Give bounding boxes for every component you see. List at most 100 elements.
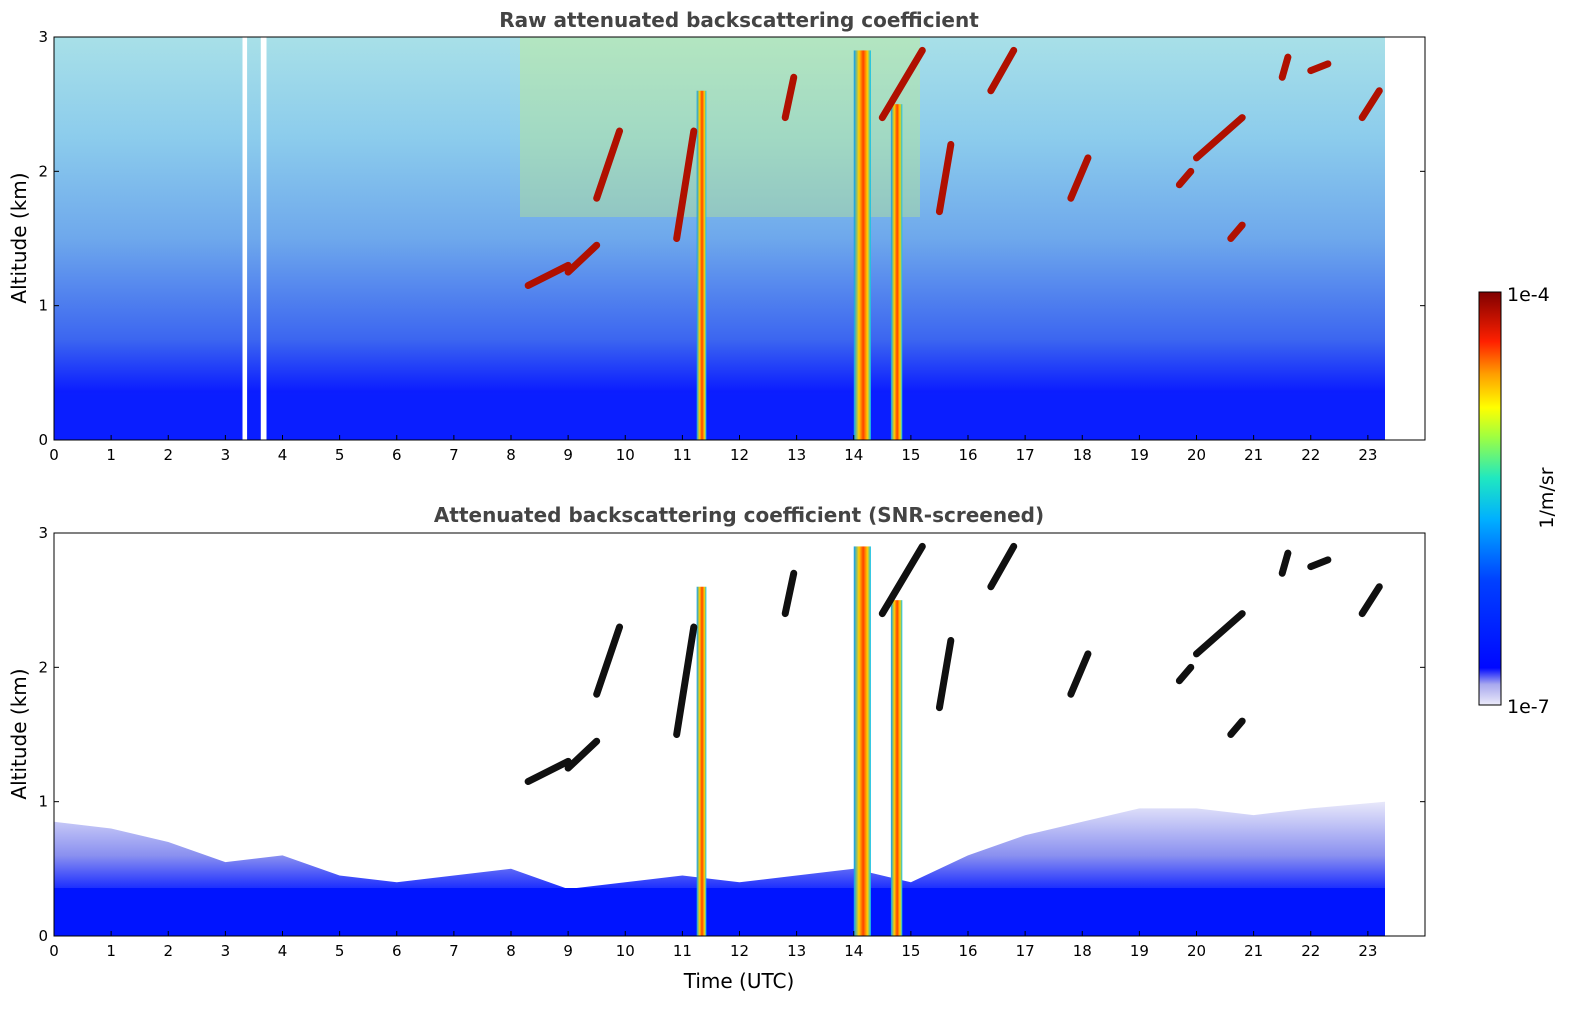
cloud-streak [673, 623, 698, 738]
cloud-streak [987, 46, 1018, 95]
cloud-streak [987, 542, 1018, 591]
x-tick-label: 0 [49, 446, 59, 464]
y-tick-label: 0 [38, 927, 48, 945]
panel-raw: 0 1 2 3 4 5 6 7 8 9 10 11 12 13 14 15 16 17 18 19 20 21 22 2301… [38, 28, 1426, 464]
cloud-streak [1227, 221, 1246, 242]
x-tick-label: 10 [616, 446, 635, 464]
x-tick-label: 12 [730, 942, 749, 960]
cloud-streak [593, 127, 624, 202]
x-tick-label: 21 [1244, 446, 1263, 464]
cloud-column [853, 546, 871, 936]
x-tick-label: 18 [1073, 942, 1092, 960]
x-tick-label: 9 [563, 942, 573, 960]
cloud-streak [673, 127, 698, 242]
colorbar-unit-label: 1/m/sr [1536, 467, 1558, 528]
cloud-streak [1193, 114, 1246, 162]
x-tick-label: 23 [1358, 446, 1377, 464]
cloud-streak [1175, 663, 1195, 685]
data-gap [242, 37, 248, 440]
colorbar-gradient [1478, 291, 1502, 706]
x-tick-label: 18 [1073, 446, 1092, 464]
cloud-column [853, 50, 871, 440]
cloud-column [890, 600, 903, 936]
y-tick-label: 2 [38, 658, 48, 676]
cloud-streak [781, 73, 798, 122]
cloud-streak [593, 623, 624, 698]
x-tick-label: 1 [106, 942, 116, 960]
x-tick-label: 22 [1301, 446, 1320, 464]
x-tick-label: 20 [1187, 446, 1206, 464]
x-tick-label: 11 [673, 446, 692, 464]
x-tick-label: 13 [787, 942, 806, 960]
cloud-streak [1278, 53, 1292, 81]
x-tick-label: 15 [901, 446, 920, 464]
x-tick-label: 6 [392, 942, 402, 960]
x-tick-label: 19 [1130, 446, 1149, 464]
y-tick-label: 1 [38, 297, 48, 315]
x-tick-label: 19 [1130, 942, 1149, 960]
raw-ticks: 0 1 2 3 4 5 6 7 8 9 10 11 12 13 14 15 16 17 18 19 20 21 22 2301… [38, 28, 1425, 464]
cloud-streak [564, 241, 601, 276]
cloud-streak [524, 261, 572, 290]
cloud-streak [878, 542, 926, 618]
colorbar-max-label: 1e-4 [1507, 284, 1550, 306]
panel-screened: 0 1 2 3 4 5 6 7 8 9 10 11 12 13 14 15 16 17 18 19 20 21 22 2301… [38, 524, 1426, 960]
x-tick-label: 14 [844, 942, 863, 960]
x-tick-label: 14 [844, 446, 863, 464]
cloud-streak [935, 636, 955, 712]
colorbar: 1e-4 1e-7 1/m/sr [1478, 284, 1558, 718]
y-tick-label: 3 [38, 524, 48, 542]
cloud-column [890, 104, 903, 441]
x-tick-label: 16 [958, 446, 977, 464]
x-tick-label: 15 [901, 942, 920, 960]
x-tick-label: 9 [563, 446, 573, 464]
y-tick-label: 1 [38, 793, 48, 811]
x-tick-label: 16 [958, 942, 977, 960]
y-tick-label: 2 [38, 162, 48, 180]
x-tick-label: 17 [1016, 446, 1035, 464]
x-tick-label: 7 [449, 446, 459, 464]
x-tick-label: 3 [221, 942, 231, 960]
cloud-streak [1227, 717, 1246, 738]
y-tick-label: 3 [38, 28, 48, 46]
cloud-streak [1307, 60, 1332, 75]
x-tick-label: 23 [1358, 942, 1377, 960]
cloud-column [696, 90, 707, 440]
x-tick-label: 2 [163, 446, 173, 464]
cloud-streak [1358, 583, 1383, 618]
raw-near-surface-band [54, 395, 1385, 440]
raw-y-axis-label: Altitude (km) [7, 172, 31, 303]
x-tick-label: 17 [1016, 942, 1035, 960]
x-tick-label: 2 [163, 942, 173, 960]
cloud-column [696, 586, 707, 936]
cloud-streak [1067, 154, 1092, 202]
screened-y-axis-label: Altitude (km) [7, 668, 31, 799]
cloud-streak [1278, 549, 1292, 577]
cloud-streak [935, 140, 955, 216]
x-tick-label: 8 [506, 446, 516, 464]
cloud-streak [878, 46, 926, 122]
screened-ticks: 0 1 2 3 4 5 6 7 8 9 10 11 12 13 14 15 16 17 18 19 20 21 22 2301… [38, 524, 1425, 960]
cloud-streak [1358, 87, 1383, 122]
x-tick-label: 4 [278, 446, 288, 464]
raw-signal-field [54, 37, 1385, 440]
x-tick-label: 7 [449, 942, 459, 960]
x-tick-label: 12 [730, 446, 749, 464]
x-tick-label: 1 [106, 446, 116, 464]
x-tick-label: 10 [616, 942, 635, 960]
colorbar-min-label: 1e-7 [1507, 696, 1550, 718]
cloud-streak [781, 569, 798, 618]
chart-title-screened: Attenuated backscattering coefficient (S… [434, 503, 1044, 527]
x-tick-label: 20 [1187, 942, 1206, 960]
chart-title-raw: Raw attenuated backscattering coefficien… [499, 8, 979, 32]
cloud-streak [1307, 556, 1332, 571]
x-tick-label: 3 [221, 446, 231, 464]
raw-features [242, 37, 1383, 441]
screened-plot-frame [53, 532, 1426, 937]
raw-aerosol-haze [520, 37, 920, 217]
x-tick-label: 0 [49, 942, 59, 960]
x-tick-label: 6 [392, 446, 402, 464]
screened-near-surface-band [54, 888, 1385, 936]
x-tick-label: 8 [506, 942, 516, 960]
raw-plot-frame [53, 36, 1426, 441]
